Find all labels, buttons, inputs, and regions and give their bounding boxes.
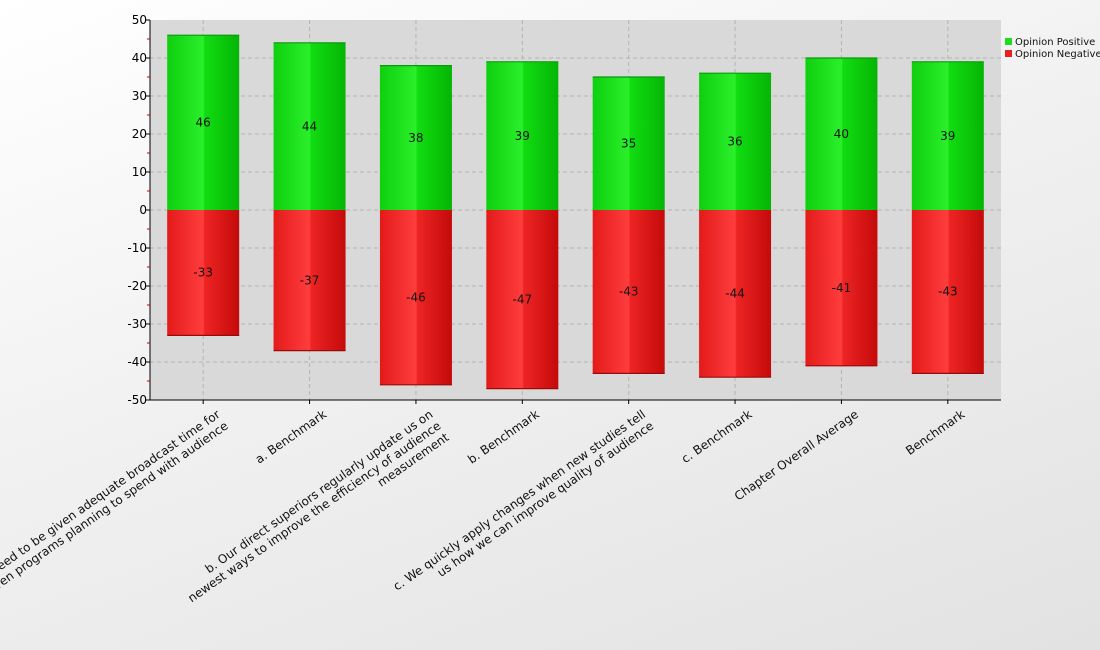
data-label-negative: -47: [513, 292, 533, 306]
x-category-label-line: b. Benchmark: [465, 407, 542, 466]
x-category-label: Chapter Overall Average: [732, 407, 861, 503]
y-tick-label: -30: [127, 317, 147, 331]
bar-positive: [167, 35, 240, 211]
x-category-label-line: c. Benchmark: [679, 407, 755, 466]
data-label-positive: 46: [196, 116, 211, 130]
data-label-positive: 35: [621, 137, 636, 151]
data-label-negative: -44: [725, 287, 745, 301]
x-category-label: c. Benchmark: [679, 407, 755, 466]
x-category-label: Benchmark: [903, 407, 967, 458]
y-tick-label: 0: [139, 203, 147, 217]
bar-positive: [911, 61, 984, 210]
data-label-positive: 40: [834, 127, 849, 141]
legend-label: Opinion Positive: [1015, 37, 1095, 48]
bar-positive: [486, 61, 559, 210]
data-label-negative: -43: [938, 285, 958, 299]
legend-label: Opinion Negative: [1015, 49, 1100, 60]
data-label-negative: -41: [832, 281, 852, 295]
x-category-label: a. Benchmark: [253, 407, 329, 466]
x-category-label-line: children programs planning to spend with…: [0, 419, 231, 608]
x-category-label-line: Chapter Overall Average: [732, 407, 861, 503]
bar-positive: [379, 65, 452, 210]
axes: [145, 19, 1001, 404]
x-category-label: b. Benchmark: [465, 407, 542, 466]
x-category-label-line: a. Benchmark: [253, 407, 329, 466]
bar-negative: [379, 210, 452, 385]
data-label-positive: 44: [302, 119, 317, 133]
y-tick-label: -40: [127, 355, 147, 369]
y-axis-tick-labels: 50 40 30 20 10 0 -10 -20 -30 -40 -50: [127, 13, 147, 407]
bar-negative: [592, 210, 665, 374]
bar-negative: [167, 210, 240, 336]
bar-negative: [805, 210, 878, 366]
data-label-positive: 36: [727, 135, 742, 149]
y-tick-label: 30: [132, 89, 147, 103]
data-label-positive: 38: [408, 131, 423, 145]
bar-negative: [273, 210, 346, 351]
bar-negative: [911, 210, 984, 374]
data-label-positive: 39: [940, 129, 955, 143]
data-label-negative: -37: [300, 273, 320, 287]
data-label-negative: -43: [619, 285, 639, 299]
y-tick-label: -50: [127, 393, 147, 407]
x-category-label-line: b. Our direct superiors regularly update…: [203, 407, 436, 576]
y-tick-label: 40: [132, 51, 147, 65]
y-tick-label: 20: [132, 127, 147, 141]
bars: 46 -33 44 -37 38 -46 39 -47 35 -43 36 -44 40 -41 39 -43: [167, 34, 984, 390]
y-tick-label: 10: [132, 165, 147, 179]
x-category-label-line: us how we can improve quality of audienc…: [435, 419, 657, 580]
y-tick-label: -10: [127, 241, 147, 255]
bar-positive: [805, 58, 878, 210]
bar-positive: [592, 77, 665, 210]
y-tick-label: 50: [132, 13, 147, 27]
bar-negative: [486, 210, 559, 389]
bar-positive: [273, 42, 346, 210]
bar-negative: [699, 210, 772, 378]
data-label-negative: -46: [406, 290, 426, 304]
legend-swatch: [1005, 38, 1012, 45]
x-category-label-line: Benchmark: [903, 407, 967, 458]
y-tick-label: -20: [127, 279, 147, 293]
data-label-negative: -33: [193, 266, 213, 280]
legend-swatch: [1005, 50, 1012, 57]
bar-positive: [699, 73, 772, 210]
x-axis-category-labels: a. I feel we need to be given adequate b…: [0, 407, 967, 617]
data-label-positive: 39: [515, 129, 530, 143]
